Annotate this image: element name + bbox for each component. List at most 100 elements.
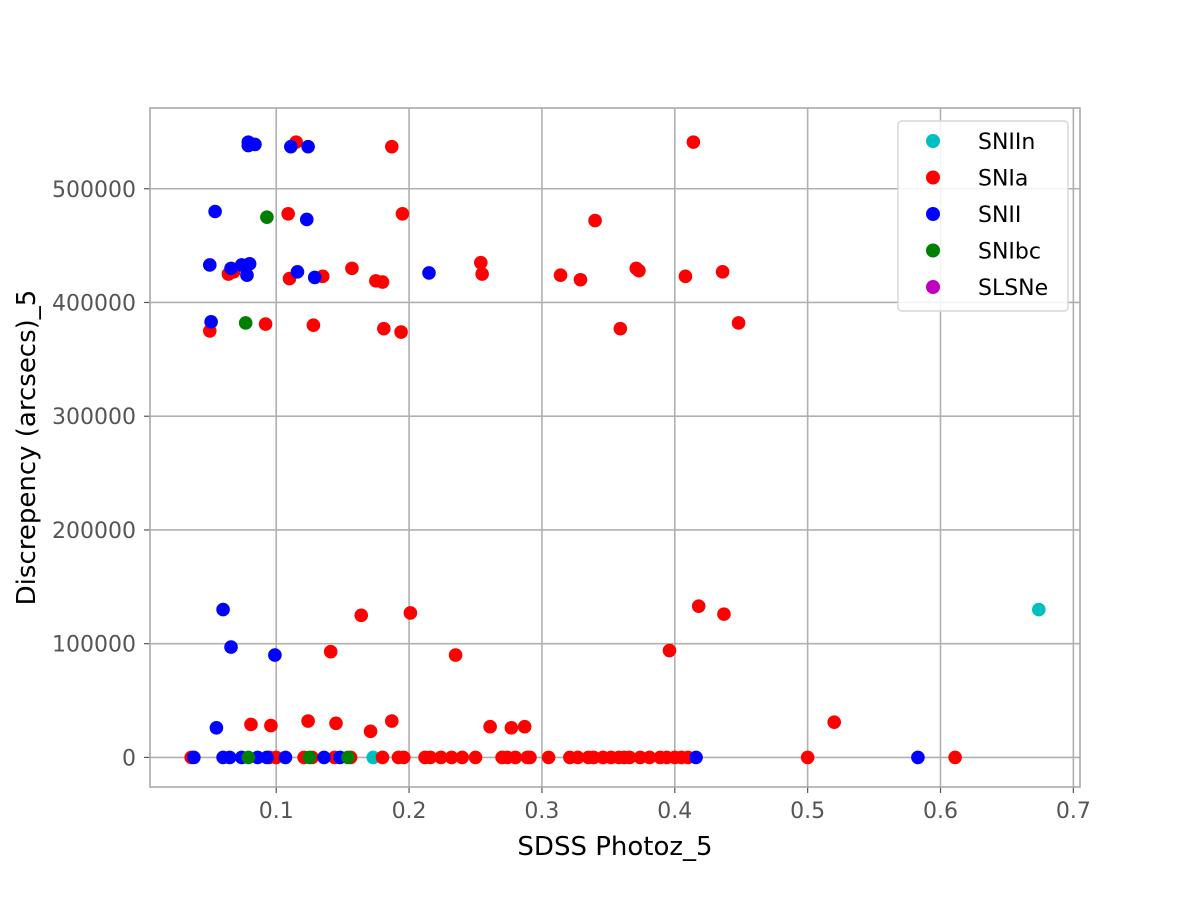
data-point-snii: [284, 139, 298, 154]
data-point-snia: [385, 714, 399, 728]
x-tick-label: 0.4: [657, 799, 692, 824]
data-point-snia: [385, 139, 399, 154]
legend-box: [897, 120, 1069, 312]
plot-area-frame: [149, 107, 1081, 788]
data-point-snia: [827, 715, 842, 729]
data-point-snibc: [241, 750, 256, 765]
data-point-snia: [244, 717, 258, 732]
y-tick-label: 200000: [52, 519, 136, 544]
y-tick-label: 100000: [52, 633, 136, 658]
legend-marker-snii: [926, 207, 940, 221]
data-point-snibc: [238, 316, 253, 330]
data-point-snia: [306, 318, 321, 333]
data-point-snia: [541, 750, 556, 765]
data-point-snii: [224, 640, 238, 654]
data-point-snii: [260, 750, 274, 765]
data-point-snia: [571, 750, 585, 765]
data-point-snii: [290, 264, 305, 279]
data-points: [184, 135, 1046, 765]
data-point-snia: [403, 606, 418, 620]
legend-marker-snibc: [926, 243, 940, 258]
data-point-snia: [474, 255, 488, 270]
data-point-snia: [434, 750, 448, 765]
data-point-snia: [354, 608, 369, 623]
data-point-snia: [395, 206, 410, 221]
legend-marker-sniin: [926, 134, 940, 148]
legend-label-snia: SNIa: [978, 167, 1028, 192]
data-point-snia: [375, 750, 390, 765]
data-point-snia: [686, 135, 701, 149]
data-point-snii: [216, 602, 230, 617]
data-point-snii: [268, 648, 282, 662]
data-point-snii: [911, 750, 925, 765]
data-point-snii: [299, 212, 314, 227]
data-point-snii: [224, 261, 238, 276]
data-point-sniin: [366, 750, 381, 765]
series-snibc: [238, 210, 355, 765]
data-point-snia: [468, 750, 483, 765]
data-point-snia: [717, 607, 731, 621]
data-point-sniin: [1032, 602, 1046, 617]
legend-label-snibc: SNIbc: [978, 240, 1041, 265]
y-axis-label: Discrepency (arcsecs)_5: [12, 290, 42, 606]
data-point-snia: [423, 750, 438, 765]
data-point-snia: [258, 317, 273, 331]
data-point-snia: [588, 213, 602, 228]
legend: SNIIn SNIa SNII SNIbc SLSNe: [897, 120, 1069, 312]
x-tick-label: 0.7: [1056, 799, 1091, 824]
data-point-snii: [422, 266, 436, 280]
data-point-snia: [329, 716, 343, 731]
data-point-snia: [375, 275, 390, 289]
legend-label-sniin: SNIIn: [978, 130, 1035, 155]
data-point-snii: [187, 750, 201, 765]
legend-marker-snia: [926, 170, 940, 185]
data-point-snibc: [260, 210, 274, 224]
data-point-snia: [475, 267, 489, 281]
data-point-snia: [633, 750, 648, 765]
data-point-snia: [523, 750, 537, 765]
data-point-snia: [394, 325, 408, 339]
data-point-snia: [483, 719, 497, 734]
data-point-snii: [240, 268, 254, 282]
data-point-snii: [242, 257, 257, 271]
data-point-snia: [586, 750, 601, 765]
data-point-snii: [202, 258, 217, 272]
y-tick-label: 400000: [52, 291, 136, 316]
data-point-snibc: [341, 750, 355, 765]
data-point-snibc: [302, 750, 317, 765]
data-point-snii: [250, 750, 265, 765]
series-snii: [187, 135, 925, 765]
data-point-snia: [508, 750, 523, 765]
data-point-snia: [448, 648, 463, 662]
data-point-snii: [248, 137, 262, 152]
data-point-snia: [553, 268, 568, 282]
data-point-snia: [281, 206, 295, 221]
data-point-snii: [209, 721, 224, 735]
data-point-snia: [396, 750, 411, 765]
ticks: 0.1 0.2 0.3 0.4 0.5 0.6 0.7 0 100000 200000 300000…: [52, 178, 1091, 824]
data-point-snii: [307, 270, 322, 285]
data-point-snia: [715, 264, 730, 279]
data-point-snia: [642, 750, 657, 765]
x-tick-label: 0.2: [392, 799, 427, 824]
series-snia: [184, 135, 962, 765]
data-point-snia: [345, 261, 359, 276]
series-sniin: [366, 602, 1046, 765]
data-point-snia: [731, 316, 746, 330]
x-tick-label: 0.6: [923, 799, 958, 824]
data-point-snii: [689, 750, 703, 765]
data-point-snia: [504, 721, 519, 735]
y-tick-label: 0: [122, 746, 136, 771]
data-point-snia: [800, 750, 815, 765]
x-axis-label: SDSS Photoz_5: [517, 832, 712, 862]
data-point-snia: [632, 263, 646, 278]
data-point-snii: [278, 750, 293, 765]
data-point-snia: [269, 750, 284, 765]
data-point-snia: [377, 321, 391, 336]
data-point-snii: [208, 204, 222, 219]
data-point-snii: [317, 750, 331, 765]
y-tick-label: 500000: [52, 178, 136, 203]
data-point-snii: [301, 139, 315, 154]
data-point-snia: [573, 272, 588, 287]
legend-label-snii: SNII: [978, 203, 1021, 228]
